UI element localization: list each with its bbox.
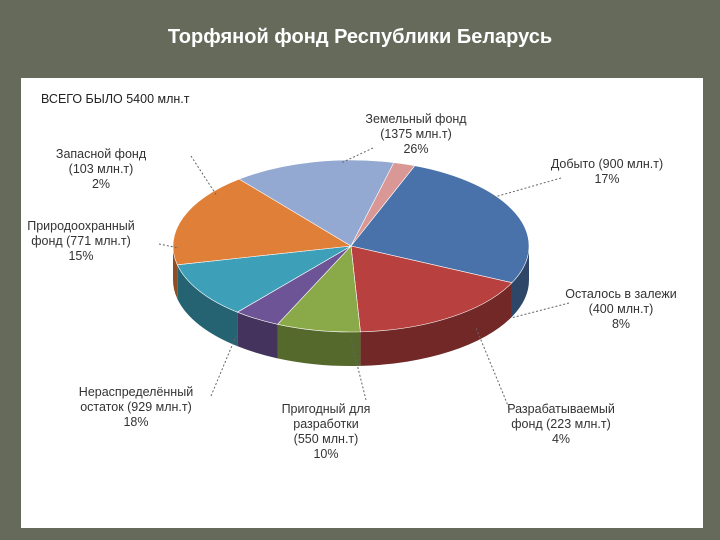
slice-label-4-line-3: 10% [313,447,338,461]
slice-label-5-line-2: 18% [123,415,148,429]
leader-line-5 [210,335,237,397]
slice-label-6-line-2: 15% [68,249,93,263]
slice-label-2-line-0: Осталось в залежи [565,287,676,301]
slice-1 [350,245,513,333]
slice-0 [350,165,530,284]
total-label: ВСЕГО БЫЛО 5400 млн.т [41,92,190,106]
leader-line-2 [510,302,570,319]
leader-lines [158,147,570,409]
leader-line-6 [158,243,180,249]
slice-label-7-line-1: (103 млн.т) [69,162,134,176]
slice-side-2 [277,324,361,366]
slice-side-3 [237,312,278,359]
slice-side-1 [360,282,512,366]
slice-label-3-line-0: Разрабатываемый [507,402,615,416]
leader-line-0 [340,147,374,164]
pie-chart: ВСЕГО БЫЛО 5400 млн.т Земельный фонд(137… [27,92,676,461]
slice-label-4-line-0: Пригодный для [282,402,371,416]
slice-side-0 [511,246,529,317]
slice-label-3-line-1: фонд (223 млн.т) [511,417,611,431]
slice-4 [176,245,352,313]
slice-6 [238,159,395,247]
slice-side-5 [173,246,178,299]
slice-label-4-line-2: (550 млн.т) [294,432,359,446]
slice-label-1-line-1: 17% [594,172,619,186]
chart-panel: ВСЕГО БЫЛО 5400 млн.т Земельный фонд (137… [21,78,703,528]
leader-line-3 [475,327,510,409]
leader-line-7 [190,155,218,197]
leader-line-1 [490,177,562,199]
slice-label-6-line-0: Природоохранный [27,219,135,233]
slice-label-7-line-2: 2% [92,177,110,191]
slice-label-0-line-2: 26% [403,142,428,156]
slice-label-3-line-2: 4% [552,432,570,446]
slice-7 [350,162,416,247]
slice-label-5-line-0: Нераспределённый [79,385,193,399]
slice-label-0-line-0: Земельный фонд [365,112,467,126]
slice-label-7-line-0: Запасной фонд [56,147,147,161]
slice-labels: Земельный фонд(1375 млн.т)26% Добыто (900… [27,112,676,461]
pie-tops [172,159,530,333]
slice-label-4-line-1: разработки [293,417,358,431]
slide-title: Торфяной фонд Республики Беларусь [167,26,553,48]
slice-label-6-line-1: фонд (771 млн.т) [31,234,131,248]
slice-5 [172,178,352,266]
slice-label-1-line-0: Добыто (900 млн.т) [551,157,663,171]
slice-label-0-line-1: (1375 млн.т) [380,127,452,141]
slice-label-5-line-1: остаток (929 млн.т) [80,400,192,414]
slice-label-2-line-2: 8% [612,317,630,331]
slice-label-2-line-1: (400 млн.т) [589,302,654,316]
